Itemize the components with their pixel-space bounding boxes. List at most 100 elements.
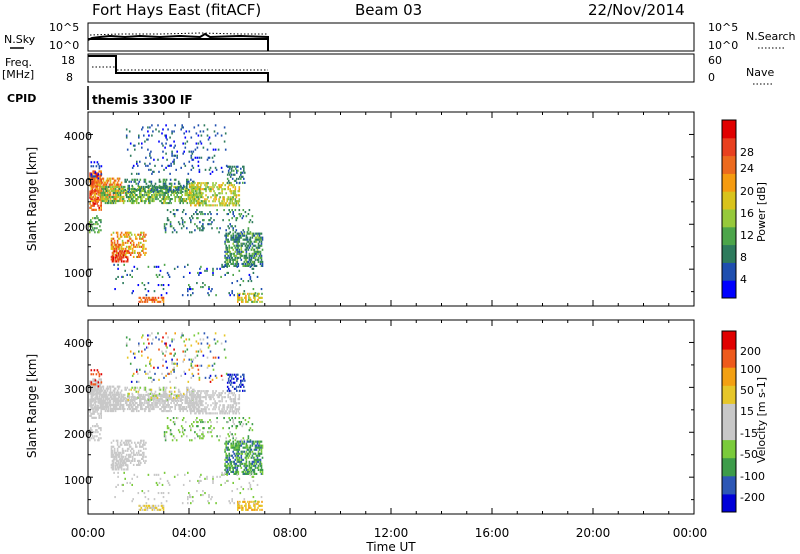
range-time-cell bbox=[112, 231, 115, 234]
range-time-cell bbox=[104, 395, 107, 398]
range-time-cell bbox=[163, 225, 166, 228]
range-time-cell bbox=[226, 246, 228, 249]
range-time-cell bbox=[226, 262, 228, 265]
range-time-cell bbox=[126, 250, 129, 253]
range-time-cell bbox=[132, 202, 135, 205]
range-time-cell bbox=[107, 185, 110, 188]
range-time-cell bbox=[114, 197, 117, 200]
range-time-cell bbox=[110, 447, 113, 450]
range-time-cell bbox=[102, 189, 105, 192]
range-time-cell bbox=[255, 458, 258, 461]
range-time-cell bbox=[133, 190, 136, 193]
range-time-cell bbox=[151, 402, 153, 405]
range-time-cell bbox=[194, 412, 196, 415]
range-time-cell bbox=[177, 186, 180, 189]
range-time-cell bbox=[113, 395, 116, 398]
range-time-cell bbox=[191, 398, 193, 401]
range-time-cell bbox=[150, 396, 153, 399]
range-time-cell bbox=[136, 160, 138, 163]
range-time-cell bbox=[96, 189, 99, 192]
range-time-cell bbox=[180, 374, 182, 377]
range-time-cell bbox=[219, 404, 221, 407]
range-time-cell bbox=[100, 206, 102, 209]
range-time-cell bbox=[144, 300, 147, 303]
range-time-cell bbox=[105, 194, 108, 197]
range-time-cell bbox=[104, 391, 107, 394]
range-time-cell bbox=[239, 504, 241, 507]
range-time-cell bbox=[208, 204, 210, 207]
range-time-cell bbox=[258, 250, 261, 253]
range-time-cell bbox=[116, 449, 119, 452]
range-time-cell bbox=[107, 193, 110, 196]
range-time-cell bbox=[257, 464, 260, 467]
range-time-cell bbox=[101, 393, 104, 396]
range-time-cell bbox=[138, 251, 140, 254]
range-time-cell bbox=[109, 387, 112, 390]
range-time-cell bbox=[131, 200, 134, 203]
range-time-cell bbox=[212, 273, 214, 276]
range-time-cell bbox=[157, 265, 160, 268]
range-time-cell bbox=[119, 183, 122, 186]
range-time-cell bbox=[242, 229, 245, 232]
range-time-cell bbox=[226, 265, 228, 268]
range-time-cell bbox=[128, 231, 131, 234]
range-time-cell bbox=[126, 466, 129, 469]
range-time-cell bbox=[165, 142, 167, 145]
range-time-cell bbox=[108, 385, 111, 388]
range-time-cell bbox=[114, 202, 117, 205]
range-time-cell bbox=[113, 183, 116, 186]
range-time-cell bbox=[90, 221, 92, 224]
range-time-cell bbox=[238, 394, 241, 397]
range-time-cell bbox=[206, 392, 208, 395]
range-time-cell bbox=[121, 239, 124, 242]
range-time-cell bbox=[214, 148, 217, 151]
range-time-cell bbox=[174, 144, 176, 147]
range-time-cell bbox=[229, 198, 231, 201]
range-time-cell bbox=[96, 221, 98, 224]
range-time-cell bbox=[224, 184, 226, 187]
range-time-cell bbox=[260, 254, 263, 257]
range-time-cell bbox=[249, 452, 252, 455]
range-time-cell bbox=[148, 388, 151, 391]
range-time-cell bbox=[101, 389, 104, 392]
range-time-cell bbox=[139, 300, 142, 303]
range-time-cell bbox=[100, 202, 102, 205]
range-time-cell bbox=[91, 208, 93, 211]
range-time-cell bbox=[135, 189, 137, 192]
range-time-cell bbox=[222, 406, 224, 409]
range-time-cell bbox=[239, 181, 241, 184]
range-time-cell bbox=[144, 496, 147, 499]
range-time-cell bbox=[127, 455, 130, 458]
range-time-cell bbox=[98, 183, 101, 186]
range-time-cell bbox=[186, 388, 188, 391]
range-time-cell bbox=[169, 144, 171, 147]
range-time-cell bbox=[143, 393, 145, 396]
range-time-cell bbox=[246, 439, 249, 442]
range-time-cell bbox=[198, 412, 200, 415]
range-time-cell bbox=[107, 198, 110, 201]
range-time-cell bbox=[105, 393, 108, 396]
range-time-cell bbox=[91, 174, 93, 177]
range-time-cell bbox=[105, 185, 108, 188]
range-time-cell bbox=[141, 406, 143, 409]
range-time-cell bbox=[233, 238, 235, 241]
range-time-cell bbox=[195, 412, 197, 415]
range-time-cell bbox=[167, 492, 170, 495]
range-time-cell bbox=[133, 180, 136, 183]
range-time-cell bbox=[242, 250, 245, 253]
range-time-cell bbox=[199, 271, 201, 274]
range-time-cell bbox=[240, 439, 243, 442]
range-time-cell bbox=[207, 394, 209, 397]
range-time-cell bbox=[125, 196, 128, 199]
range-time-cell bbox=[253, 502, 256, 505]
range-time-cell bbox=[238, 250, 241, 253]
range-time-cell bbox=[193, 213, 195, 216]
range-time-cell bbox=[111, 247, 114, 250]
range-time-cell bbox=[136, 194, 138, 197]
range-time-cell bbox=[97, 439, 99, 442]
range-time-cell bbox=[238, 200, 241, 203]
range-time-cell bbox=[143, 455, 145, 458]
range-time-cell bbox=[241, 262, 244, 265]
range-time-cell bbox=[160, 284, 163, 287]
range-time-cell bbox=[214, 412, 216, 415]
